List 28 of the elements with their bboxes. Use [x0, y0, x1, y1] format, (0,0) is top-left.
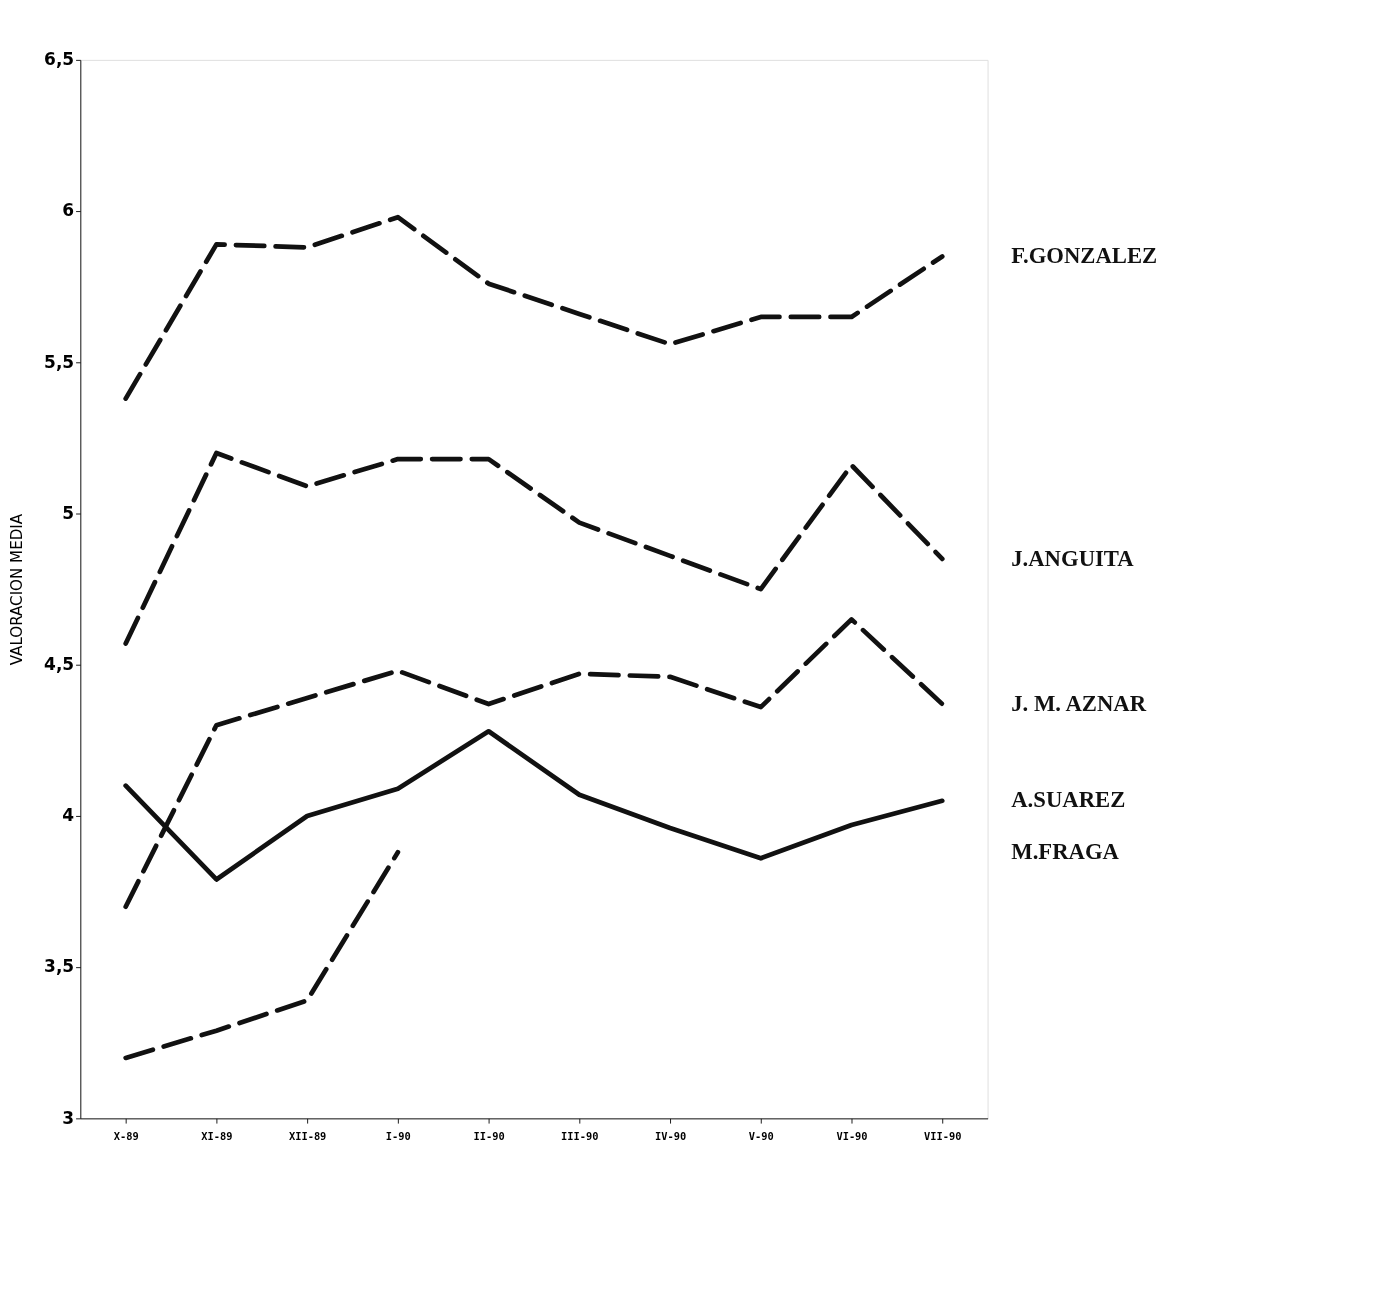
y-tick-label: 6 — [62, 200, 75, 221]
x-tick-label: V-90 — [748, 1129, 774, 1142]
text: F.GONZALEZ — [1011, 243, 1158, 269]
line-series — [123, 214, 945, 401]
y-tick-label: 4,5 — [44, 653, 75, 674]
y-tick-label: 3,5 — [44, 956, 75, 977]
text: J. M. AZNAR — [1011, 690, 1147, 716]
line-series — [123, 450, 945, 646]
x-tick-label: IV-90 — [654, 1129, 687, 1142]
text: J.ANGUITA — [1011, 545, 1135, 571]
y-tick-label: 5 — [62, 502, 75, 523]
line-series — [123, 849, 401, 1061]
y-axis-title: VALORACION MEDIA — [8, 513, 27, 666]
x-tick-label: II-90 — [473, 1129, 505, 1142]
text: M.FRAGA — [1011, 838, 1120, 864]
x-tick-label: VII-90 — [923, 1129, 962, 1142]
x-tick-label: VI-90 — [836, 1129, 868, 1142]
x-tick-label: I-90 — [385, 1129, 411, 1142]
y-tick-label: 6,5 — [44, 49, 75, 70]
y-tick-label: 3 — [62, 1107, 75, 1128]
x-tick-label: X-89 — [113, 1129, 139, 1142]
x-tick-label: XI-89 — [201, 1129, 233, 1142]
x-tick-label: III-90 — [561, 1129, 599, 1142]
text: A.SUAREZ — [1011, 787, 1126, 813]
y-tick-label: 5,5 — [44, 351, 75, 372]
x-tick-label: XII-89 — [288, 1129, 327, 1142]
line-series — [123, 617, 945, 910]
y-tick-label: 4 — [62, 805, 75, 826]
